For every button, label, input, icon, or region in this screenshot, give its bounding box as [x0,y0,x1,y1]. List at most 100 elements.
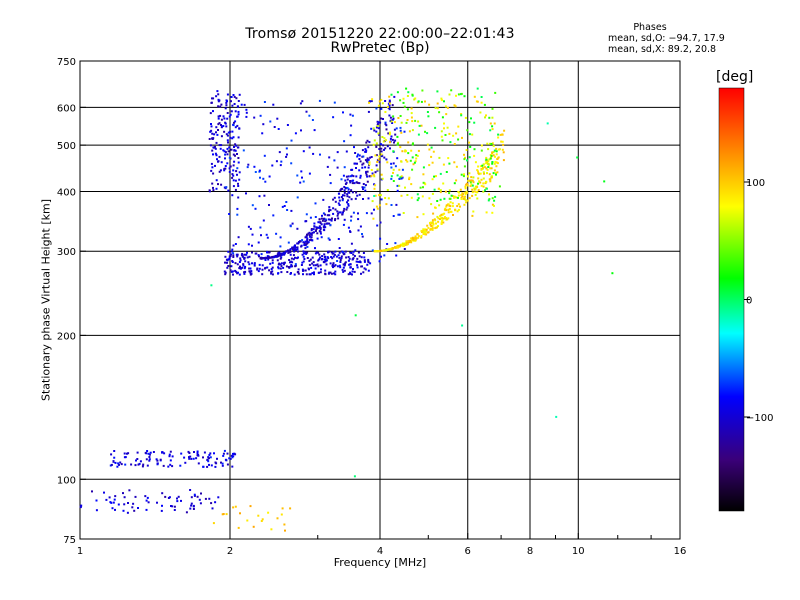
data-point [344,179,347,182]
data-point [95,499,98,502]
x-tick-label: 6 [465,546,471,557]
data-point [493,162,496,165]
data-point [380,198,383,201]
data-point [386,248,389,251]
data-point [208,497,211,500]
data-point [410,237,413,240]
data-point [372,173,375,176]
phases-o-stats: mean, sd,O: −94.7, 17.9 [608,33,725,44]
data-point [322,226,325,229]
cluster-f-layer-o-low [223,250,370,276]
data-point [434,106,437,109]
data-point [391,122,394,124]
data-point [363,256,366,259]
data-point [314,216,317,218]
data-point [253,165,256,168]
data-point [358,182,361,185]
data-point [406,108,409,111]
data-point [363,267,366,270]
data-point [123,496,126,499]
data-point [485,180,487,183]
data-point [168,455,171,458]
data-point [163,452,166,455]
data-point [336,260,339,262]
data-point [231,248,234,251]
data-point [413,161,416,164]
data-point [503,129,506,132]
data-point [375,126,378,129]
data-point [489,142,491,145]
data-point [481,164,484,167]
data-point [360,265,363,268]
data-point [344,183,347,185]
data-point [488,173,491,176]
data-point [258,263,261,266]
data-point [148,456,151,458]
data-point [348,263,351,266]
data-point [325,263,328,266]
x-tick-label: 8 [527,546,533,557]
data-point [484,116,486,119]
data-point [473,190,476,193]
data-point [366,159,369,162]
data-point [492,151,495,154]
data-point [228,156,231,159]
data-point [381,249,384,252]
data-point [303,244,306,246]
data-point [461,192,464,195]
data-point [416,193,419,196]
data-point [394,139,397,142]
data-point [225,133,228,136]
data-point [218,99,221,102]
data-point [148,458,151,461]
data-point [468,172,471,175]
data-point [440,216,443,219]
data-point [275,232,278,235]
data-point [365,173,368,176]
data-point [399,99,402,102]
data-point [306,242,309,245]
data-point [375,154,378,157]
data-point [376,224,379,227]
data-point [196,495,199,498]
data-point [259,114,262,117]
data-point [364,184,367,187]
data-point [494,195,497,198]
data-point [423,231,425,233]
data-point [198,498,201,501]
data-point [380,107,383,110]
data-point [386,189,389,191]
data-point [369,156,372,159]
y-tick-label: 75 [63,535,76,546]
data-point [347,273,350,276]
data-point [267,256,270,259]
data-point [333,196,336,199]
data-point [317,221,320,224]
data-point [364,159,367,162]
data-point [280,160,283,163]
data-point [400,177,403,180]
data-point [445,171,448,173]
data-point [419,186,422,189]
data-point [313,225,316,228]
data-point [391,104,394,107]
data-point [408,176,411,179]
data-point [443,212,446,215]
data-point [431,161,434,164]
data-point [363,259,366,262]
data-point [376,125,379,127]
data-point [103,491,105,494]
data-point [443,122,445,125]
data-point [297,268,300,271]
data-point [300,264,303,266]
data-point [468,197,471,200]
data-point [189,507,192,510]
data-point [392,168,395,171]
data-point [231,465,234,468]
data-point [234,243,237,245]
data-point [440,97,443,100]
data-point [266,266,269,269]
data-point [439,218,441,220]
data-point [215,187,218,190]
data-point [348,257,351,260]
